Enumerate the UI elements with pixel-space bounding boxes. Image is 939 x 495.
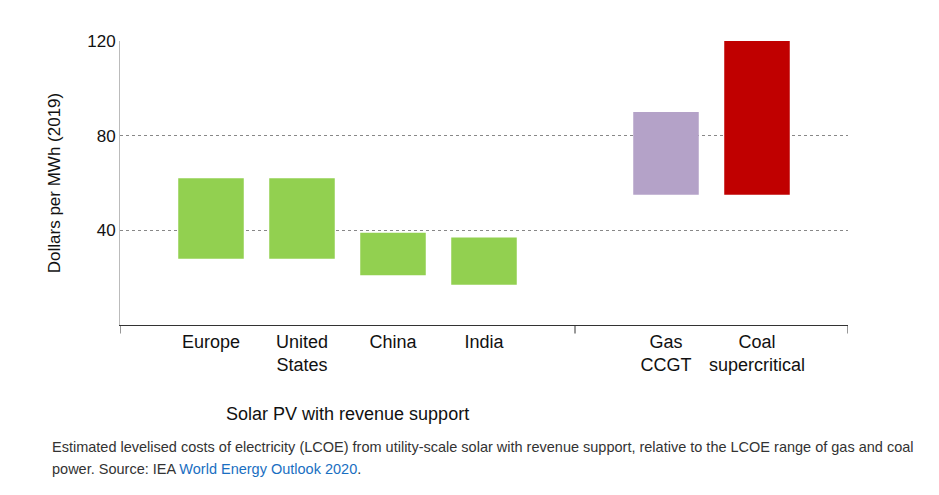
svg-text:China: China — [369, 332, 417, 352]
svg-text:India: India — [464, 332, 504, 352]
svg-text:80: 80 — [97, 127, 116, 146]
svg-text:Dollars per MWh (2019): Dollars per MWh (2019) — [45, 93, 64, 273]
svg-text:GasCCGT: GasCCGT — [641, 332, 692, 375]
svg-text:40: 40 — [97, 221, 116, 240]
html-text:Estimated levelised costs of e: Estimated levelised costs of electricity… — [52, 439, 914, 477]
svg-text:Coalsupercritical: Coalsupercritical — [709, 332, 805, 375]
svg-text:UnitedStates: UnitedStates — [276, 332, 328, 375]
svg-text:Solar PV with revenue support: Solar PV with revenue support — [226, 404, 469, 424]
svg-text:120: 120 — [87, 32, 115, 51]
svg-text:Europe: Europe — [182, 332, 240, 352]
